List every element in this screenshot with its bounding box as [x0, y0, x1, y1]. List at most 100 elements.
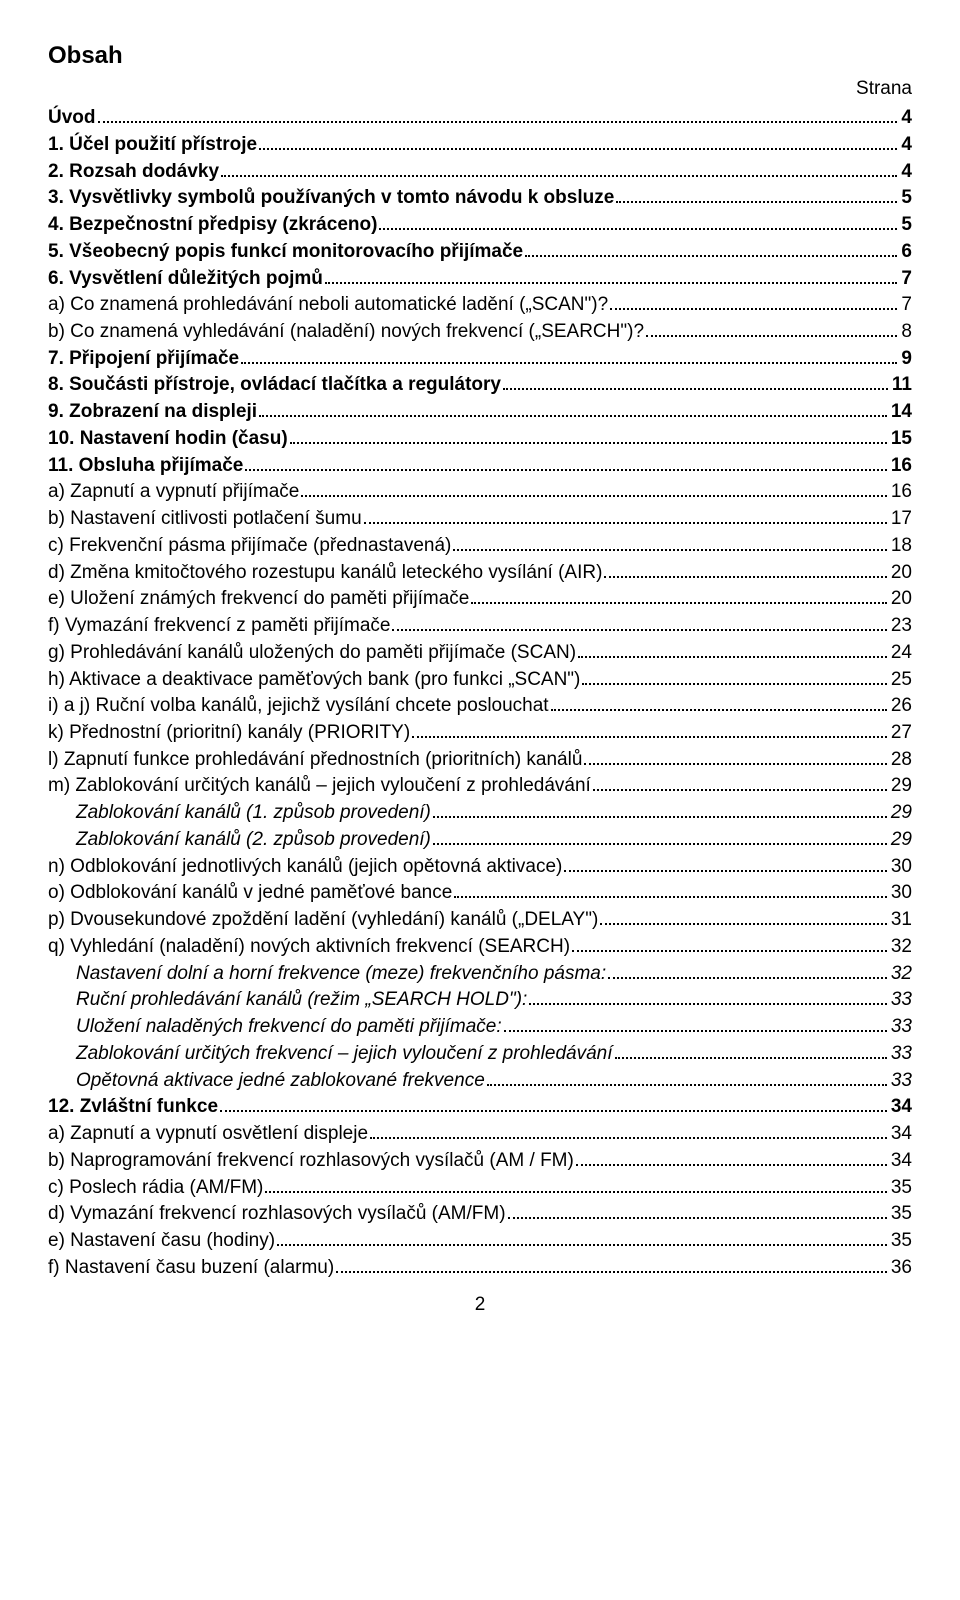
- toc-entry-label: 11. Obsluha přijímače: [48, 453, 243, 479]
- toc-entry-page: 6: [899, 239, 912, 265]
- toc-leader-dots: [646, 318, 897, 337]
- toc-entry: 7. Připojení přijímače 9: [48, 345, 912, 372]
- toc-entry: d) Změna kmitočtového rozestupu kanálů l…: [48, 559, 912, 586]
- toc-entry: o) Odblokování kanálů v jedné paměťové b…: [48, 879, 912, 906]
- toc-entry-page: 29: [889, 773, 912, 799]
- toc-entry-page: 35: [889, 1175, 912, 1201]
- toc-entry-label: n) Odblokování jednotlivých kanálů (jeji…: [48, 854, 562, 880]
- toc-entry-label: 12. Zvláštní funkce: [48, 1094, 218, 1120]
- toc-leader-dots: [615, 1040, 887, 1059]
- toc-entry-page: 23: [889, 613, 912, 639]
- toc-entry-label: Uložení naladěných frekvencí do paměti p…: [76, 1014, 502, 1040]
- toc-entry: 11. Obsluha přijímače 16: [48, 452, 912, 479]
- toc-entry-label: p) Dvousekundové zpoždění ladění (vyhled…: [48, 907, 598, 933]
- toc-leader-dots: [529, 986, 887, 1005]
- toc-entry-label: Zablokování kanálů (2. způsob provedení): [76, 827, 431, 853]
- toc-entry-label: e) Nastavení času (hodiny): [48, 1228, 275, 1254]
- toc-leader-dots: [576, 1147, 887, 1166]
- toc-entry-page: 5: [899, 185, 912, 211]
- toc-entry: Opětovná aktivace jedné zablokované frek…: [48, 1066, 912, 1093]
- toc-entry: e) Uložení známých frekvencí do paměti p…: [48, 585, 912, 612]
- toc-leader-dots: [433, 826, 887, 845]
- toc-entry: 2. Rozsah dodávky 4: [48, 158, 912, 185]
- toc-entry: a) Zapnutí a vypnutí osvětlení displeje …: [48, 1120, 912, 1147]
- toc-entry-page: 33: [889, 1041, 912, 1067]
- toc-entry: Úvod 4: [48, 104, 912, 131]
- toc-entry-label: 5. Všeobecný popis funkcí monitorovacího…: [48, 239, 523, 265]
- toc-entry-label: c) Frekvenční pásma přijímače (přednasta…: [48, 533, 451, 559]
- toc-entry: 9. Zobrazení na displeji 14: [48, 398, 912, 425]
- toc-leader-dots: [610, 291, 897, 310]
- toc-entry-label: b) Nastavení citlivosti potlačení šumu: [48, 506, 362, 532]
- toc-entry-page: 32: [889, 961, 912, 987]
- toc-leader-dots: [551, 692, 887, 711]
- toc-leader-dots: [220, 1093, 887, 1112]
- toc-entry: d) Vymazání frekvencí rozhlasových vysíl…: [48, 1200, 912, 1227]
- toc-leader-dots: [471, 585, 887, 604]
- toc-leader-dots: [325, 264, 898, 283]
- toc-entry-page: 17: [889, 506, 912, 532]
- toc-entry-page: 7: [899, 266, 912, 292]
- toc-entry: a) Zapnutí a vypnutí přijímače 16: [48, 478, 912, 505]
- toc-entry: Nastavení dolní a horní frekvence (meze)…: [48, 960, 912, 987]
- toc-entry: b) Nastavení citlivosti potlačení šumu 1…: [48, 505, 912, 532]
- toc-entry-label: 10. Nastavení hodin (času): [48, 426, 288, 452]
- toc-leader-dots: [290, 425, 887, 444]
- toc-entry-label: a) Zapnutí a vypnutí přijímače: [48, 479, 299, 505]
- toc-entry: 12. Zvláštní funkce 34: [48, 1093, 912, 1120]
- toc-entry-label: Úvod: [48, 105, 96, 131]
- toc-entry-label: b) Co znamená vyhledávání (naladění) nov…: [48, 319, 644, 345]
- toc-leader-dots: [265, 1173, 886, 1192]
- toc-entry-label: 2. Rozsah dodávky: [48, 159, 219, 185]
- toc-leader-dots: [604, 559, 886, 578]
- toc-leader-dots: [584, 746, 886, 765]
- toc-leader-dots: [572, 933, 887, 952]
- toc-leader-dots: [392, 612, 886, 631]
- toc-entry: p) Dvousekundové zpoždění ladění (vyhled…: [48, 906, 912, 933]
- toc-leader-dots: [336, 1254, 887, 1273]
- toc-entry-label: a) Co znamená prohledávání neboli automa…: [48, 292, 608, 318]
- toc-entry-label: Zablokování určitých frekvencí – jejich …: [76, 1041, 613, 1067]
- toc-entry: Uložení naladěných frekvencí do paměti p…: [48, 1013, 912, 1040]
- toc-entry: Ruční prohledávání kanálů (režim „SEARCH…: [48, 986, 912, 1013]
- toc-entry: Zablokování kanálů (1. způsob provedení)…: [48, 799, 912, 826]
- toc-entry: q) Vyhledání (naladění) nových aktivních…: [48, 933, 912, 960]
- toc-entry-label: Opětovná aktivace jedné zablokované frek…: [76, 1068, 485, 1094]
- toc-entry-label: c) Poslech rádia (AM/FM): [48, 1175, 263, 1201]
- toc-entry-page: 33: [889, 1068, 912, 1094]
- toc-entry-page: 4: [899, 159, 912, 185]
- toc-entry-page: 4: [899, 132, 912, 158]
- toc-entry-page: 5: [899, 212, 912, 238]
- toc-entry-page: 16: [889, 479, 912, 505]
- toc-entry: k) Přednostní (prioritní) kanály (PRIORI…: [48, 719, 912, 746]
- toc-title: Obsah: [48, 40, 912, 72]
- toc-leader-dots: [600, 906, 887, 925]
- toc-leader-dots: [608, 960, 887, 979]
- toc-entry-label: 3. Vysvětlivky symbolů používaných v tom…: [48, 185, 614, 211]
- toc-entry-page: 35: [889, 1228, 912, 1254]
- toc-entry-label: l) Zapnutí funkce prohledávání přednostn…: [48, 747, 582, 773]
- toc-leader-dots: [593, 772, 887, 791]
- toc-entry-page: 16: [889, 453, 912, 479]
- toc-leader-dots: [221, 158, 897, 177]
- toc-entry-label: e) Uložení známých frekvencí do paměti p…: [48, 586, 469, 612]
- toc-entry-page: 29: [889, 800, 912, 826]
- toc-entry-page: 36: [889, 1255, 912, 1281]
- toc-entry-label: h) Aktivace a deaktivace paměťových bank…: [48, 667, 580, 693]
- toc-entry-label: a) Zapnutí a vypnutí osvětlení displeje: [48, 1121, 368, 1147]
- toc-entry-page: 30: [889, 854, 912, 880]
- toc-entry: 3. Vysvětlivky symbolů používaných v tom…: [48, 184, 912, 211]
- toc-entry-page: 28: [889, 747, 912, 773]
- toc-leader-dots: [259, 398, 887, 417]
- toc-leader-dots: [582, 665, 886, 684]
- toc-entry: n) Odblokování jednotlivých kanálů (jeji…: [48, 853, 912, 880]
- toc-entry: c) Frekvenční pásma přijímače (přednasta…: [48, 532, 912, 559]
- toc-entry: b) Naprogramování frekvencí rozhlasových…: [48, 1147, 912, 1174]
- toc-entry-page: 35: [889, 1201, 912, 1227]
- toc-entry-page: 24: [889, 640, 912, 666]
- toc-entry-label: 6. Vysvětlení důležitých pojmů: [48, 266, 323, 292]
- toc-entry-page: 31: [889, 907, 912, 933]
- toc-entry-label: Nastavení dolní a horní frekvence (meze)…: [76, 961, 606, 987]
- toc-entry-label: d) Změna kmitočtového rozestupu kanálů l…: [48, 560, 602, 586]
- toc-entry-label: 9. Zobrazení na displeji: [48, 399, 257, 425]
